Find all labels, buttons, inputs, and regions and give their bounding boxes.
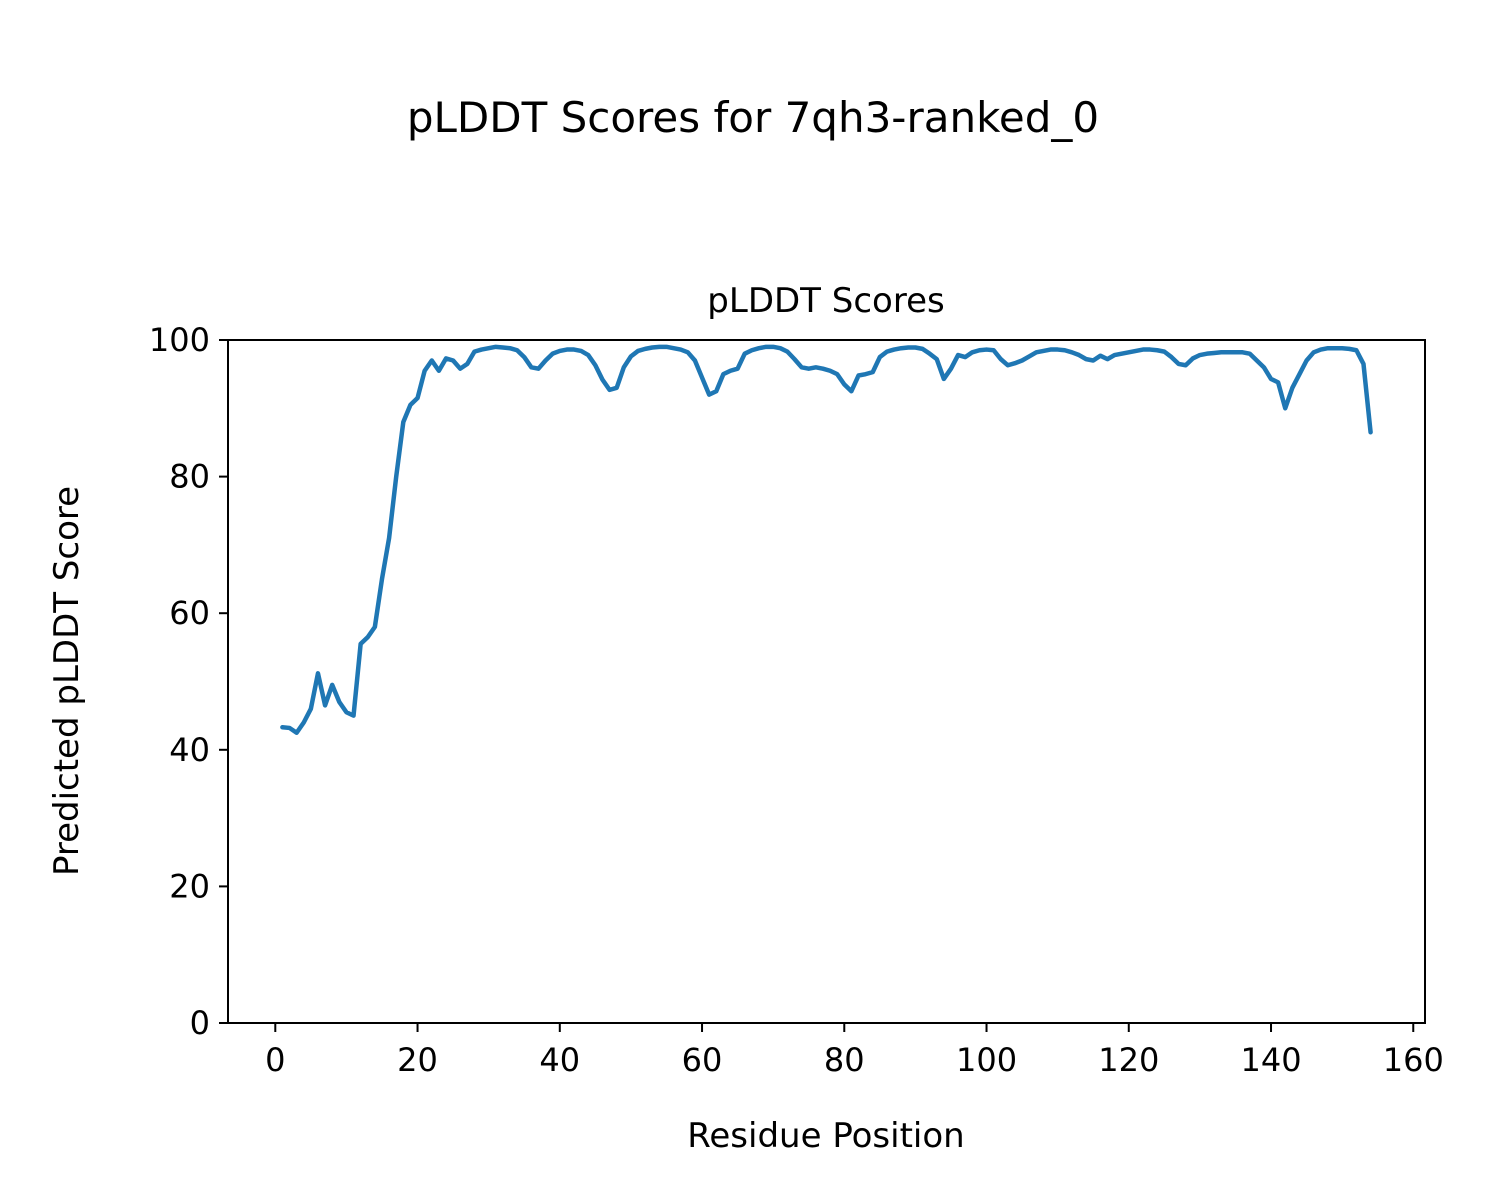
x-tick-label: 120 bbox=[1098, 1041, 1159, 1079]
plddt-line-series bbox=[280, 344, 1373, 735]
x-tick-label: 40 bbox=[539, 1041, 580, 1079]
y-tick-label: 0 bbox=[190, 1004, 210, 1042]
x-tick-label: 160 bbox=[1383, 1041, 1444, 1079]
x-axis-label: Residue Position bbox=[687, 1116, 964, 1156]
x-tick-label: 140 bbox=[1240, 1041, 1301, 1079]
x-tick-label: 0 bbox=[265, 1041, 285, 1079]
x-tick-label: 20 bbox=[397, 1041, 438, 1079]
y-tick-label: 100 bbox=[149, 321, 210, 359]
y-tick-label: 40 bbox=[169, 731, 210, 769]
y-tick-label: 80 bbox=[169, 458, 210, 496]
x-axis-ticks: 0 20 40 60 80 100 120 140 160 bbox=[265, 1023, 1444, 1079]
plot-area bbox=[227, 339, 1426, 1024]
y-axis-ticks: 0 20 40 60 80 100 bbox=[149, 321, 228, 1042]
y-tick-label: 60 bbox=[169, 594, 210, 632]
chart-title: pLDDT Scores bbox=[707, 281, 944, 321]
figure-title: pLDDT Scores for 7qh3-ranked_0 bbox=[407, 93, 1099, 142]
y-axis-label: Predicted pLDDT Score bbox=[47, 486, 87, 876]
x-tick-label: 80 bbox=[824, 1041, 865, 1079]
x-tick-label: 60 bbox=[682, 1041, 723, 1079]
x-tick-label: 100 bbox=[956, 1041, 1017, 1079]
y-tick-label: 20 bbox=[169, 867, 210, 905]
